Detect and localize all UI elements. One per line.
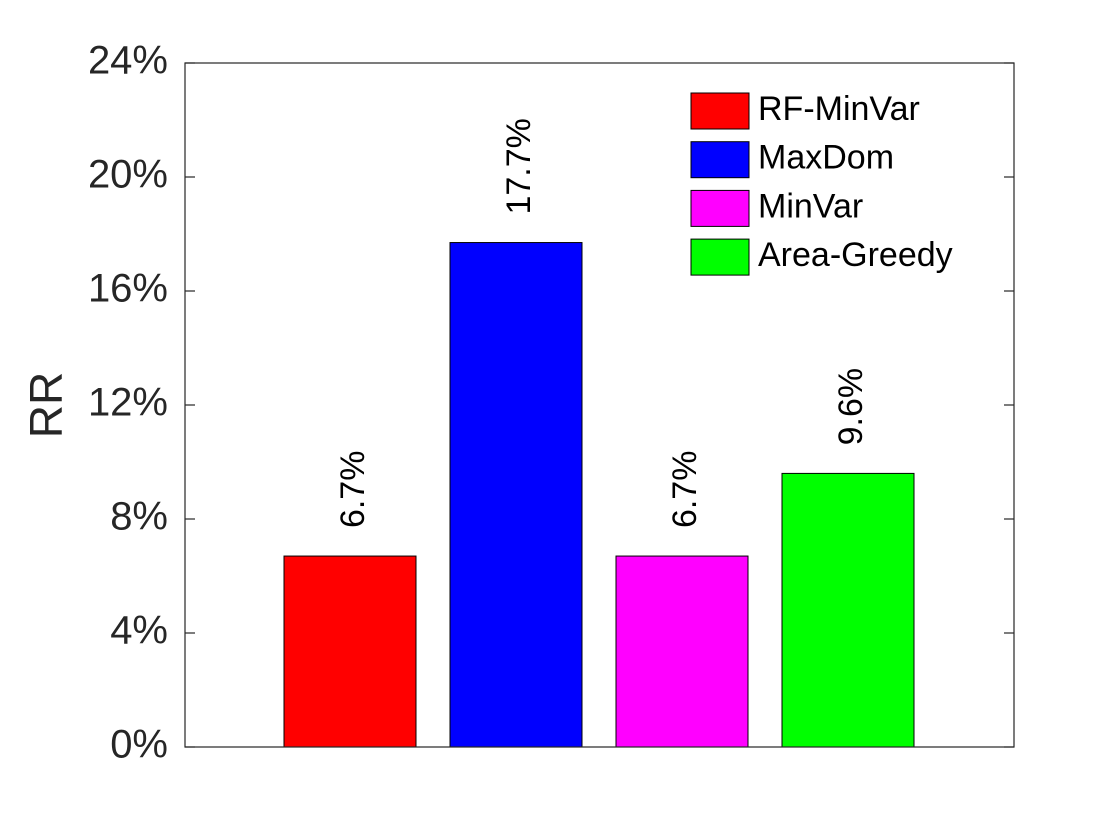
data-label: 9.6%	[832, 368, 870, 446]
data-label: 6.7%	[666, 451, 704, 529]
y-tick-label: 16%	[88, 267, 168, 311]
bar-area-greedy	[781, 472, 915, 748]
y-tick-label: 20%	[88, 153, 168, 197]
data-label: 6.7%	[334, 451, 372, 529]
legend-label: RF-MinVar	[758, 90, 920, 128]
y-tick-label: 24%	[88, 39, 168, 83]
bars	[283, 242, 915, 748]
y-tick-label: 12%	[88, 381, 168, 425]
y-axis-ticks: 0% 4% 8% 12% 16% 20% 24%	[88, 39, 1014, 767]
y-axis-title: RR	[20, 372, 72, 438]
bar-rf-minvar	[283, 555, 417, 748]
bar-minvar	[615, 555, 749, 748]
plot-frame	[184, 62, 1015, 748]
y-tick-label: 8%	[110, 495, 168, 539]
legend-label: MinVar	[758, 187, 863, 225]
legend-label: Area-Greedy	[758, 236, 953, 274]
legend-swatch	[690, 238, 750, 276]
y-tick-label: 0%	[110, 723, 168, 767]
legend-swatch	[690, 189, 750, 227]
y-tick-label: 4%	[110, 609, 168, 653]
legend-swatch	[690, 141, 750, 179]
bar-maxdom	[449, 242, 583, 748]
legend-label: MaxDom	[758, 139, 894, 177]
data-labels: 6.7% 17.7% 6.7% 9.6%	[334, 118, 870, 528]
legend-swatch	[690, 92, 750, 130]
legend: RF-MinVar MaxDom MinVar Area-Greedy	[690, 90, 953, 276]
data-label: 17.7%	[500, 118, 538, 214]
